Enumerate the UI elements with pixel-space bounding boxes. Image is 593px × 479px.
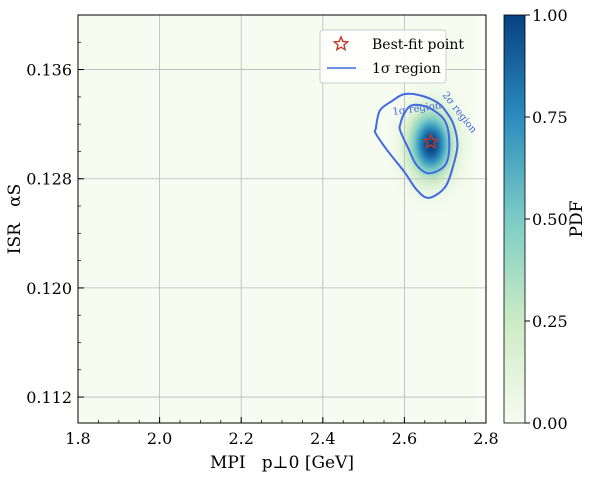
legend-label-1sigma: 1σ region: [372, 61, 441, 77]
best-fit-marker: [422, 133, 440, 150]
colorbar-tick-label: 0.75: [532, 108, 568, 127]
colorbar: [503, 14, 526, 424]
contour-2sigma: [373, 92, 459, 199]
x-tick-label: 2.4: [310, 429, 335, 448]
y-tick-label: 0.136: [26, 61, 72, 80]
legend-box: [319, 29, 447, 84]
legend: Best-fit point 1σ region: [319, 29, 464, 84]
colorbar-tick-label: 0.25: [532, 312, 568, 331]
x-axis-ticks: 1.8 2.0 2.2 2.4 2.6 2.8: [65, 417, 499, 448]
x-tick-label: 2.8: [473, 429, 498, 448]
x-tick-label: 2.2: [228, 429, 253, 448]
y-axis-label: ISR αS: [5, 184, 25, 255]
x-tick-label: 1.8: [65, 429, 90, 448]
colorbar-label: PDF: [567, 200, 587, 237]
confidence-contours: [373, 92, 459, 199]
colorbar-ticks: 0.00 0.25 0.50 0.75 1.00: [525, 6, 568, 433]
colorbar-tick-label: 0.00: [532, 414, 568, 433]
y-tick-label: 0.128: [26, 170, 72, 189]
y-axis-ticks: 0.112 0.120 0.128 0.136: [26, 41, 84, 407]
x-tick-label: 2.6: [392, 429, 417, 448]
colorbar-tick-label: 1.00: [532, 6, 568, 25]
y-tick-label: 0.120: [26, 279, 72, 298]
legend-star-marker: [332, 35, 350, 52]
x-tick-label: 2.0: [147, 429, 172, 448]
x-axis-label: MPI p⊥0 [GeV]: [210, 453, 354, 473]
y-tick-label: 0.112: [26, 388, 72, 407]
legend-star-icon: [332, 35, 350, 52]
contour-1sigma: [398, 103, 451, 175]
best-fit-star: [422, 133, 440, 150]
colorbar-tick-label: 0.50: [532, 210, 568, 229]
legend-label-best-fit: Best-fit point: [372, 37, 464, 53]
